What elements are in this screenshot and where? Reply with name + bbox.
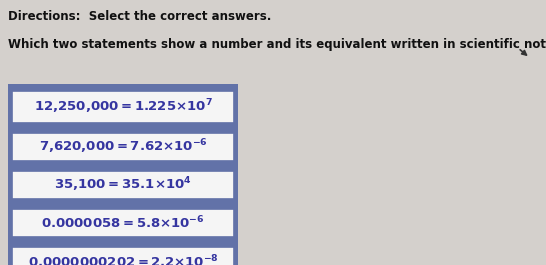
Bar: [12, 133, 234, 161]
Text: $\bf{0.0000000202 = 2.2 × 10^{-8}}$: $\bf{0.0000000202 = 2.2 × 10^{-8}}$: [27, 254, 218, 265]
Text: $\bf{7{,}620{,}000 = 7.62 × 10^{-6}}$: $\bf{7{,}620{,}000 = 7.62 × 10^{-6}}$: [39, 138, 207, 156]
Bar: [12, 209, 234, 237]
Bar: [12, 247, 234, 265]
Bar: [12, 91, 234, 123]
Text: $\bf{0.0000058 = 5.8 × 10^{-6}}$: $\bf{0.0000058 = 5.8 × 10^{-6}}$: [41, 215, 205, 231]
Bar: [12, 171, 234, 199]
Text: Directions:  Select the correct answers.: Directions: Select the correct answers.: [8, 10, 271, 23]
Text: $\bf{35{,}100 = 35.1 × 10^{4}}$: $\bf{35{,}100 = 35.1 × 10^{4}}$: [54, 176, 192, 194]
Text: $\bf{12{,}250{,}000 = 1.225 × 10^{7}}$: $\bf{12{,}250{,}000 = 1.225 × 10^{7}}$: [34, 98, 212, 116]
Text: Which two statements show a number and its equivalent written in scientific nota: Which two statements show a number and i…: [8, 38, 546, 51]
Bar: [8, 84, 238, 265]
